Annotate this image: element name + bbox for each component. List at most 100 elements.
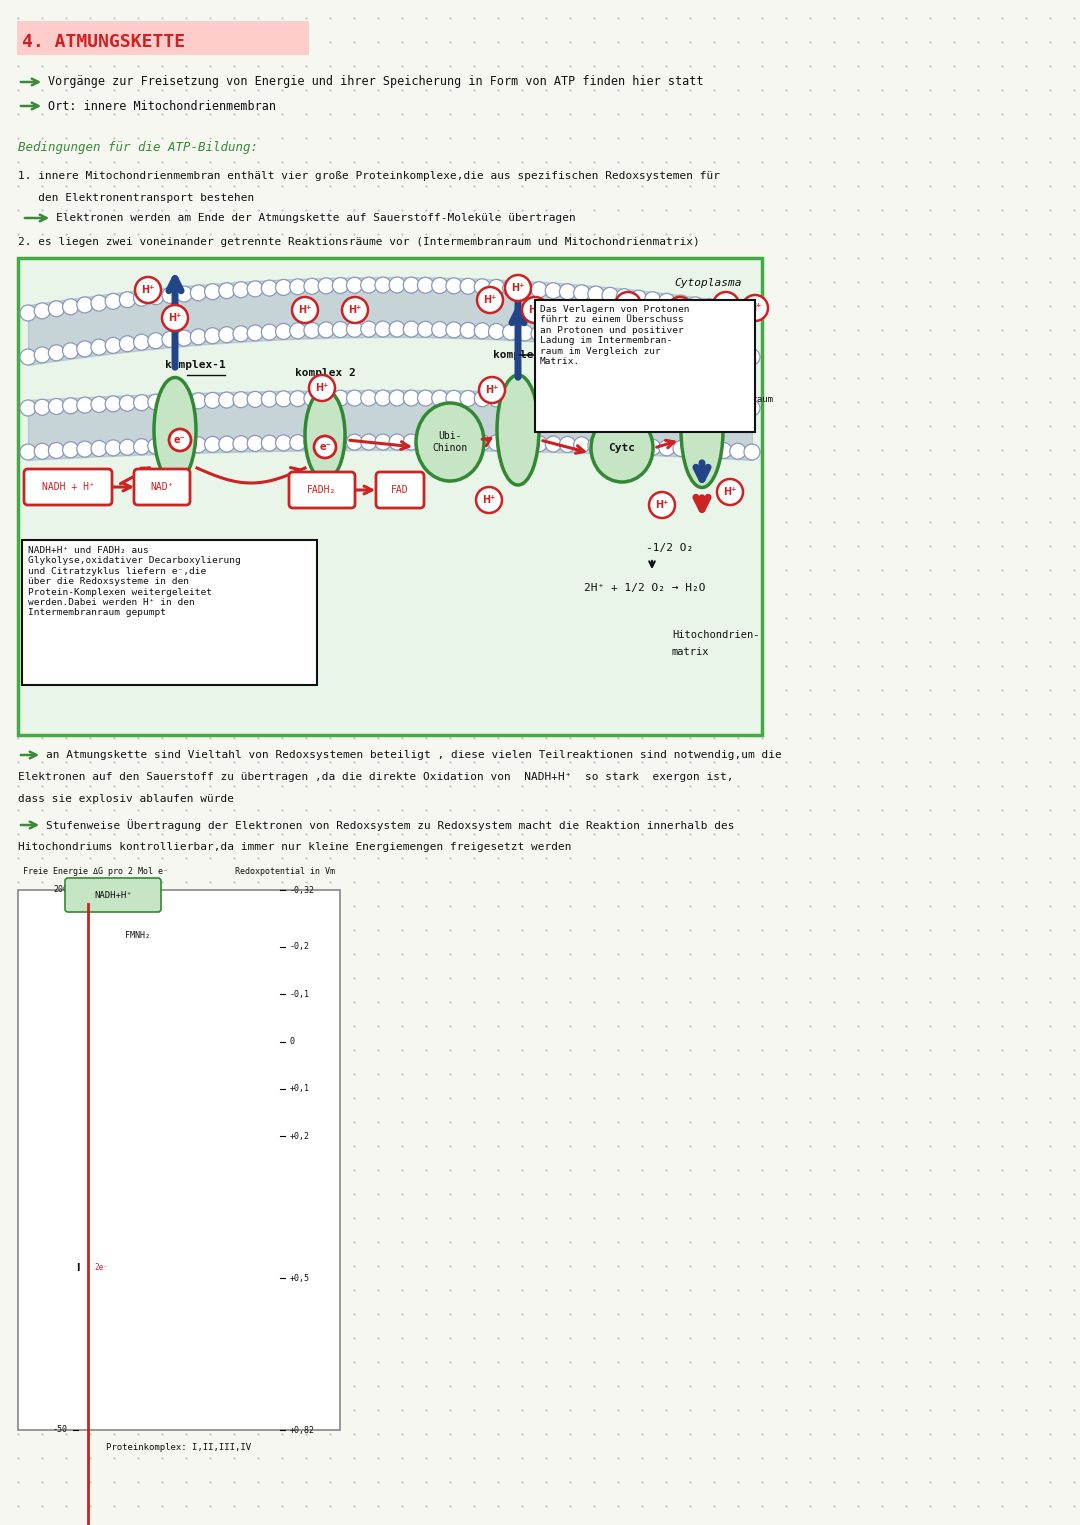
Circle shape bbox=[730, 400, 746, 415]
Circle shape bbox=[347, 435, 363, 450]
Circle shape bbox=[488, 279, 504, 296]
Circle shape bbox=[289, 323, 306, 339]
Circle shape bbox=[333, 435, 349, 450]
Circle shape bbox=[460, 322, 476, 339]
Circle shape bbox=[275, 390, 292, 407]
Circle shape bbox=[588, 393, 604, 409]
Circle shape bbox=[730, 303, 746, 319]
Circle shape bbox=[105, 439, 121, 456]
Circle shape bbox=[418, 390, 433, 406]
Circle shape bbox=[134, 439, 149, 454]
Circle shape bbox=[162, 331, 178, 348]
Text: 200: 200 bbox=[53, 886, 68, 895]
Circle shape bbox=[477, 287, 503, 313]
Text: H⁺: H⁺ bbox=[315, 383, 328, 393]
Circle shape bbox=[347, 390, 363, 406]
Circle shape bbox=[190, 329, 206, 345]
Circle shape bbox=[631, 439, 647, 454]
Circle shape bbox=[233, 436, 249, 451]
Circle shape bbox=[219, 326, 234, 343]
Circle shape bbox=[162, 393, 178, 410]
Text: Das Verlagern von Protonen
führt zu einem Überschuss
an Protonen und positiver
L: Das Verlagern von Protonen führt zu eine… bbox=[540, 305, 689, 366]
Text: 4. ATMUNGSKETTE: 4. ATMUNGSKETTE bbox=[22, 34, 185, 50]
Circle shape bbox=[21, 400, 36, 416]
Circle shape bbox=[588, 287, 604, 302]
Circle shape bbox=[63, 299, 79, 314]
Circle shape bbox=[219, 392, 234, 409]
Circle shape bbox=[135, 278, 161, 303]
Circle shape bbox=[742, 294, 768, 320]
Circle shape bbox=[602, 287, 618, 303]
Text: Elektronen auf den Sauerstoff zu übertragen ,da die direkte Oxidation von  NADH+: Elektronen auf den Sauerstoff zu übertra… bbox=[18, 772, 733, 782]
Circle shape bbox=[460, 390, 476, 407]
Circle shape bbox=[148, 332, 164, 349]
Circle shape bbox=[488, 323, 504, 340]
Circle shape bbox=[361, 390, 377, 406]
Circle shape bbox=[91, 441, 107, 456]
Circle shape bbox=[275, 279, 292, 296]
Text: NADH+H⁺: NADH+H⁺ bbox=[94, 891, 132, 900]
Circle shape bbox=[289, 390, 306, 407]
Circle shape bbox=[162, 287, 178, 303]
Circle shape bbox=[645, 291, 661, 308]
Circle shape bbox=[91, 296, 107, 311]
Circle shape bbox=[446, 322, 462, 339]
Circle shape bbox=[168, 429, 191, 451]
Bar bbox=[18, 258, 762, 735]
Circle shape bbox=[432, 322, 448, 337]
Text: an Atmungskette sind Vieltahl von Redoxsystemen beteiligt , diese vielen Teilrea: an Atmungskette sind Vieltahl von Redoxs… bbox=[46, 750, 782, 759]
Text: Vorgänge zur Freisetzung von Energie und ihrer Speicherung in Form von ATP finde: Vorgänge zur Freisetzung von Energie und… bbox=[48, 76, 703, 88]
Circle shape bbox=[303, 390, 320, 407]
FancyBboxPatch shape bbox=[65, 878, 161, 912]
Circle shape bbox=[105, 293, 121, 310]
Text: -0,32: -0,32 bbox=[291, 886, 315, 895]
Text: komplex-1: komplex-1 bbox=[165, 360, 226, 371]
Circle shape bbox=[63, 442, 79, 457]
Ellipse shape bbox=[497, 375, 539, 485]
FancyBboxPatch shape bbox=[289, 473, 355, 508]
Circle shape bbox=[488, 390, 504, 407]
Circle shape bbox=[446, 278, 462, 294]
Circle shape bbox=[375, 435, 391, 450]
Circle shape bbox=[701, 380, 727, 406]
Circle shape bbox=[91, 396, 107, 412]
Circle shape bbox=[744, 349, 760, 364]
Circle shape bbox=[77, 342, 93, 357]
Circle shape bbox=[134, 395, 149, 410]
Text: H⁺: H⁺ bbox=[485, 384, 499, 395]
Circle shape bbox=[502, 390, 518, 407]
Circle shape bbox=[148, 393, 164, 410]
Circle shape bbox=[716, 442, 731, 459]
Circle shape bbox=[204, 392, 220, 409]
Circle shape bbox=[446, 435, 462, 450]
Circle shape bbox=[649, 493, 675, 518]
Circle shape bbox=[120, 439, 135, 456]
Circle shape bbox=[134, 334, 149, 351]
Circle shape bbox=[49, 442, 65, 459]
Circle shape bbox=[77, 441, 93, 458]
Circle shape bbox=[21, 444, 36, 461]
Circle shape bbox=[545, 436, 562, 451]
Circle shape bbox=[333, 390, 349, 406]
Circle shape bbox=[667, 297, 693, 323]
Circle shape bbox=[474, 279, 490, 294]
Circle shape bbox=[545, 392, 562, 409]
Circle shape bbox=[460, 435, 476, 450]
Text: Cytc: Cytc bbox=[608, 442, 635, 453]
Text: 0: 0 bbox=[291, 1037, 295, 1046]
Circle shape bbox=[261, 390, 278, 407]
Circle shape bbox=[602, 393, 618, 410]
Text: Redoxpotential in Vm: Redoxpotential in Vm bbox=[235, 868, 335, 877]
Circle shape bbox=[673, 339, 689, 355]
Circle shape bbox=[347, 322, 363, 337]
Circle shape bbox=[91, 339, 107, 355]
Text: +0,82: +0,82 bbox=[291, 1426, 315, 1435]
Text: -0,1: -0,1 bbox=[291, 990, 310, 999]
Circle shape bbox=[713, 291, 739, 319]
Text: H⁺: H⁺ bbox=[298, 305, 312, 316]
Ellipse shape bbox=[154, 378, 195, 482]
Circle shape bbox=[204, 284, 220, 300]
Circle shape bbox=[63, 343, 79, 358]
Circle shape bbox=[261, 281, 278, 296]
Circle shape bbox=[148, 438, 164, 454]
